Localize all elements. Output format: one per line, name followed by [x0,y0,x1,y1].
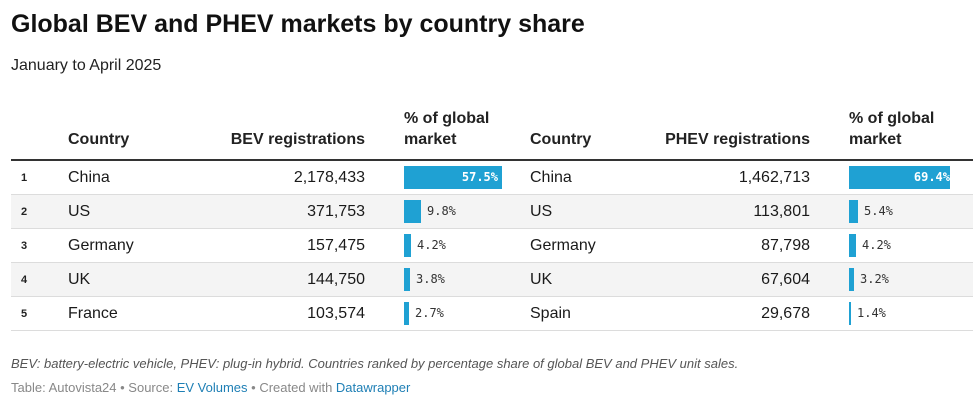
bev-share: 57.5% [379,160,518,195]
phev-country: Germany [518,228,638,263]
bev-country: UK [56,262,171,297]
bev-share: 4.2% [379,228,518,263]
bar-track: 1.4% [849,302,954,325]
chart-title: Global BEV and PHEV markets by country s… [11,10,585,38]
table-header-row: Country BEV registrations % of global ma… [11,108,973,161]
phev-share: 5.4% [824,194,973,229]
phev-registrations: 29,678 [638,296,824,331]
phev-registrations: 87,798 [638,228,824,263]
bar-track: 4.2% [849,234,954,257]
table-row: 3 Germany 157,475 4.2% Germany 87,798 4.2% [11,228,973,263]
phev-share: 69.4% [824,160,973,195]
bev-registrations: 2,178,433 [171,160,379,195]
table-row: 4 UK 144,750 3.8% UK 67,604 3.2% [11,262,973,297]
table-row: 2 US 371,753 9.8% US 113,801 5.4% [11,194,973,229]
source-prefix: Table: Autovista24 • Source: [11,380,177,395]
header-bev-registrations[interactable]: BEV registrations [171,108,379,161]
bev-registrations: 371,753 [171,194,379,229]
table-row: 1 China 2,178,433 57.5% China 1,462,713 69.4% [11,160,973,195]
footnote: BEV: battery-electric vehicle, PHEV: plu… [11,356,739,371]
rank-number: 4 [11,262,56,297]
share-bar [404,234,411,257]
bar-track: 3.8% [404,268,509,291]
phev-country: Spain [518,296,638,331]
bev-registrations: 103,574 [171,296,379,331]
share-bar [404,268,410,291]
phev-country: China [518,160,638,195]
phev-registrations: 113,801 [638,194,824,229]
source-link[interactable]: EV Volumes [176,380,248,395]
bev-share: 2.7% [379,296,518,331]
share-bar [404,166,502,189]
header-phev-pct[interactable]: % of global market [824,108,973,161]
bev-share: 3.8% [379,262,518,297]
share-label: 5.4% [864,204,893,218]
bev-country: China [56,160,171,195]
bar-track: 69.4% [849,166,954,189]
header-rank [11,108,56,161]
created-prefix: • Created with [247,380,336,395]
share-bar [404,302,409,325]
bar-track: 5.4% [849,200,954,223]
share-bar [849,234,856,257]
share-label: 1.4% [857,306,886,320]
phev-country: UK [518,262,638,297]
share-bar [849,302,851,325]
source-line: Table: Autovista24 • Source: EV Volumes … [11,380,410,395]
chart-subtitle: January to April 2025 [11,57,162,74]
header-country-bev[interactable]: Country [56,108,171,161]
share-label: 57.5% [461,170,498,184]
share-bar [849,200,858,223]
datawrapper-link[interactable]: Datawrapper [335,380,411,395]
bev-share: 9.8% [379,194,518,229]
bev-country: Germany [56,228,171,263]
phev-country: US [518,194,638,229]
phev-registrations: 67,604 [638,262,824,297]
header-country-phev[interactable]: Country [518,108,638,161]
share-label: 69.4% [913,170,950,184]
share-label: 3.2% [860,272,889,286]
phev-registrations: 1,462,713 [638,160,824,195]
share-label: 2.7% [415,306,444,320]
share-label: 4.2% [417,238,446,252]
share-label: 3.8% [416,272,445,286]
rank-number: 2 [11,194,56,229]
table-row: 5 France 103,574 2.7% Spain 29,678 1.4% [11,296,973,331]
share-bar [849,166,950,189]
bev-registrations: 144,750 [171,262,379,297]
phev-share: 1.4% [824,296,973,331]
bar-track: 3.2% [849,268,954,291]
bar-track: 9.8% [404,200,509,223]
market-share-table: Country BEV registrations % of global ma… [11,108,973,331]
rank-number: 5 [11,296,56,331]
bar-track: 2.7% [404,302,509,325]
bev-registrations: 157,475 [171,228,379,263]
bar-track: 4.2% [404,234,509,257]
share-label: 4.2% [862,238,891,252]
share-label: 9.8% [427,204,456,218]
share-bar [849,268,854,291]
bev-country: US [56,194,171,229]
phev-share: 3.2% [824,262,973,297]
rank-number: 1 [11,160,56,195]
header-bev-pct[interactable]: % of global market [379,108,518,161]
bar-track: 57.5% [404,166,509,189]
bev-country: France [56,296,171,331]
rank-number: 3 [11,228,56,263]
header-phev-registrations[interactable]: PHEV registrations [638,108,824,161]
share-bar [404,200,421,223]
phev-share: 4.2% [824,228,973,263]
